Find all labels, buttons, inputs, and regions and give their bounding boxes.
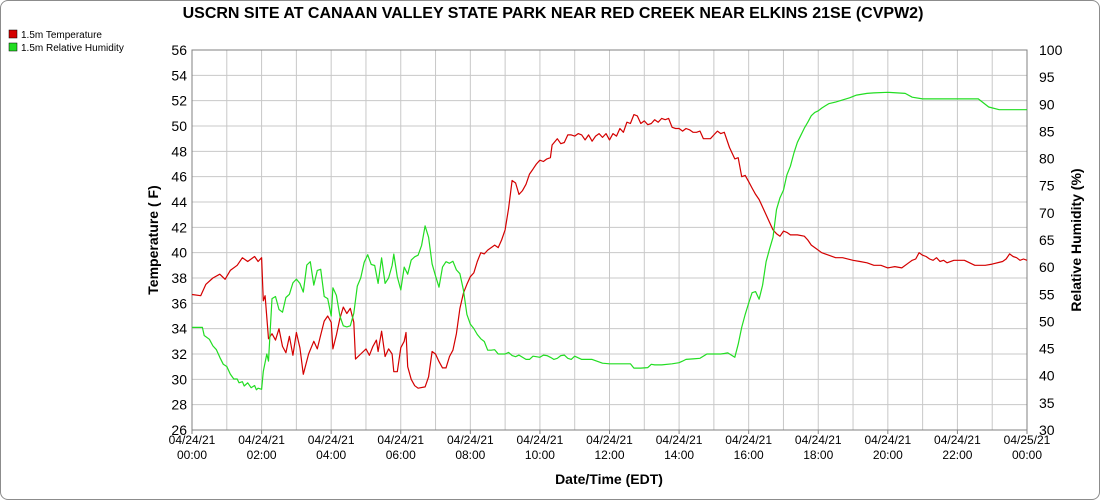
y-right-tick-label: 60 bbox=[1039, 259, 1055, 275]
legend: 1.5m Temperature 1.5m Relative Humidity bbox=[8, 29, 124, 54]
y-left-tick-label: 34 bbox=[171, 321, 187, 337]
x-tick-date: 04/24/21 bbox=[795, 433, 842, 447]
temperature-series-line bbox=[191, 113, 1028, 389]
y-right-tick-label: 90 bbox=[1039, 96, 1055, 112]
x-tick-time: 12:00 bbox=[594, 448, 624, 462]
x-tick-date: 04/24/21 bbox=[169, 433, 216, 447]
y-axis-left-title: Temperature ( F) bbox=[145, 185, 161, 294]
y-left-tick-label: 54 bbox=[171, 67, 187, 83]
series bbox=[191, 91, 1028, 391]
legend-label-humidity: 1.5m Relative Humidity bbox=[21, 43, 124, 54]
x-tick-date: 04/25/21 bbox=[1004, 433, 1051, 447]
y-right-tick-label: 30 bbox=[1039, 422, 1055, 438]
x-tick-time: 06:00 bbox=[386, 448, 416, 462]
y-left-tick-label: 38 bbox=[171, 270, 187, 286]
y-left-tick-label: 26 bbox=[171, 422, 187, 438]
y-left-tick-label: 42 bbox=[171, 219, 187, 235]
y-left-tick-label: 44 bbox=[171, 194, 187, 210]
y-right-tick-label: 45 bbox=[1039, 341, 1055, 357]
x-tick-time: 18:00 bbox=[803, 448, 833, 462]
y-left-tick-label: 52 bbox=[171, 93, 187, 109]
x-tick-date: 04/24/21 bbox=[447, 433, 494, 447]
y-right-tick-label: 70 bbox=[1039, 205, 1055, 221]
y-axis-right-ticks: 30 35 40 45 50 55 60 65 70 75 80 85 90 95 100 bbox=[1039, 42, 1063, 438]
y-left-tick-label: 28 bbox=[171, 397, 187, 413]
legend-swatch-humidity bbox=[8, 42, 18, 52]
x-tick-time: 02:00 bbox=[247, 448, 277, 462]
y-right-tick-label: 65 bbox=[1039, 232, 1055, 248]
y-right-tick-label: 100 bbox=[1039, 42, 1063, 58]
x-tick-time: 20:00 bbox=[873, 448, 903, 462]
x-tick-date: 04/24/21 bbox=[377, 433, 424, 447]
x-tick-date: 04/24/21 bbox=[517, 433, 564, 447]
y-left-tick-label: 50 bbox=[171, 118, 187, 134]
y-left-tick-label: 48 bbox=[171, 143, 187, 159]
y-left-tick-label: 32 bbox=[171, 346, 187, 362]
x-tick-time: 04:00 bbox=[316, 448, 346, 462]
legend-label-temperature: 1.5m Temperature bbox=[21, 30, 102, 41]
grid bbox=[191, 49, 1028, 431]
y-right-tick-label: 85 bbox=[1039, 123, 1055, 139]
x-axis-title: Date/Time (EDT) bbox=[555, 471, 663, 487]
y-axis-right-title: Relative Humidity (%) bbox=[1068, 168, 1084, 311]
y-right-tick-label: 95 bbox=[1039, 69, 1055, 85]
x-tick-time: 00:00 bbox=[177, 448, 207, 462]
y-right-tick-label: 40 bbox=[1039, 368, 1055, 384]
x-tick-time: 14:00 bbox=[664, 448, 694, 462]
y-right-tick-label: 55 bbox=[1039, 286, 1055, 302]
x-tick-time: 00:00 bbox=[1012, 448, 1042, 462]
y-axis-left-ticks: 26 28 30 32 34 36 38 40 42 44 46 48 50 52 54 56 bbox=[171, 42, 187, 438]
y-right-tick-label: 80 bbox=[1039, 151, 1055, 167]
x-tick-time: 16:00 bbox=[734, 448, 764, 462]
x-tick-time: 22:00 bbox=[942, 448, 972, 462]
y-right-tick-label: 75 bbox=[1039, 178, 1055, 194]
y-right-tick-label: 50 bbox=[1039, 313, 1055, 329]
y-left-tick-label: 30 bbox=[171, 371, 187, 387]
chart-title: USCRN SITE AT CANAAN VALLEY STATE PARK N… bbox=[183, 5, 924, 22]
x-tick-time: 10:00 bbox=[525, 448, 555, 462]
x-tick-date: 04/24/21 bbox=[308, 433, 355, 447]
y-right-tick-label: 35 bbox=[1039, 395, 1055, 411]
x-tick-date: 04/24/21 bbox=[934, 433, 981, 447]
x-tick-date: 04/24/21 bbox=[238, 433, 285, 447]
y-left-tick-label: 56 bbox=[171, 42, 187, 58]
humidity-series-line bbox=[192, 91, 1027, 391]
y-left-tick-label: 40 bbox=[171, 245, 187, 261]
x-tick-date: 04/24/21 bbox=[586, 433, 633, 447]
y-left-tick-label: 46 bbox=[171, 169, 187, 185]
x-tick-date: 04/24/21 bbox=[725, 433, 772, 447]
x-axis-ticks: 04/24/2100:0004/24/2102:0004/24/2104:000… bbox=[169, 430, 1051, 462]
y-left-tick-label: 36 bbox=[171, 295, 187, 311]
x-tick-time: 08:00 bbox=[455, 448, 485, 462]
legend-swatch-temperature bbox=[8, 29, 18, 39]
x-tick-date: 04/24/21 bbox=[864, 433, 911, 447]
x-tick-date: 04/24/21 bbox=[656, 433, 703, 447]
